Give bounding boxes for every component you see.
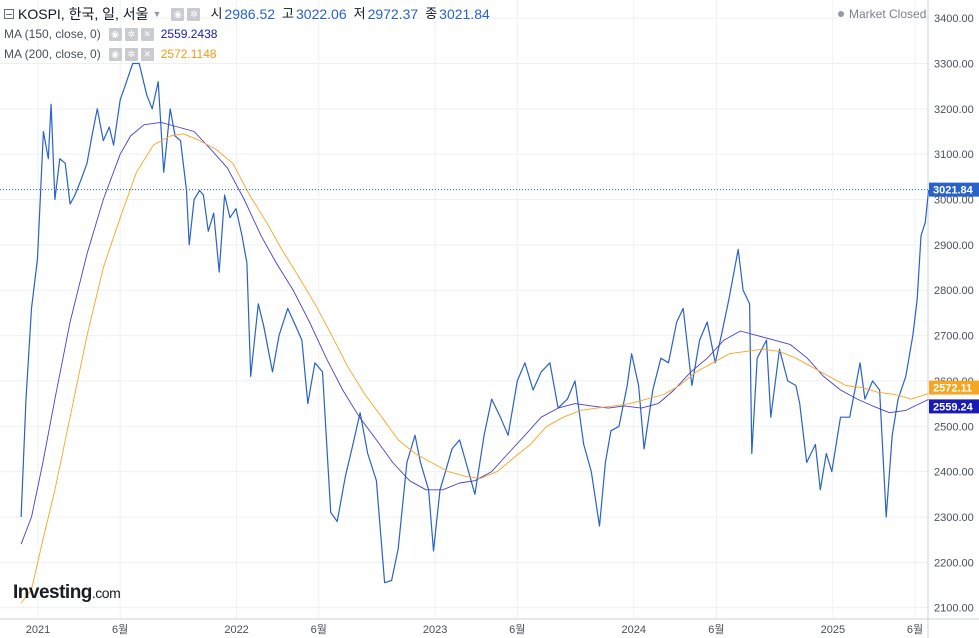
close-label: 종 — [425, 6, 438, 21]
price-label-text: 2559.24 — [933, 401, 974, 413]
logo-suffix: .com — [91, 585, 121, 601]
market-status-text: Market Closed — [849, 7, 927, 21]
open-value: 2986.52 — [224, 6, 276, 22]
y-tick-label: 2900.00 — [934, 240, 974, 252]
series-line-kospi — [20, 62, 930, 584]
low-label: 저 — [353, 6, 366, 21]
price-label-text: 3021.84 — [933, 185, 974, 197]
ma200-label[interactable]: MA (200, close, 0) — [4, 47, 101, 61]
legend-ma200-row: MA (200, close, 0) ◉ ✲ ✕ 2572.1148 — [4, 44, 490, 64]
status-dot-icon — [838, 11, 844, 17]
legend-main-row: KOSPI, 한국, 일, 서울 ▼ ◉ ✲ 시 2986.52 고 3022.… — [4, 4, 490, 24]
gear-icon[interactable]: ✲ — [187, 7, 201, 21]
y-tick-label: 3100.00 — [934, 149, 974, 161]
price-label-box — [929, 399, 979, 414]
eye-icon[interactable]: ◉ — [108, 47, 122, 61]
chart-legend: KOSPI, 한국, 일, 서울 ▼ ◉ ✲ 시 2986.52 고 3022.… — [4, 4, 490, 64]
legend-ma150-row: MA (150, close, 0) ◉ ✲ ✕ 2559.2438 — [4, 24, 490, 44]
y-tick-label: 3300.00 — [934, 58, 974, 70]
y-tick-label: 2300.00 — [934, 512, 974, 524]
gear-icon[interactable]: ✲ — [124, 27, 138, 41]
x-tick-label: 2024 — [621, 624, 645, 636]
price-label-box — [929, 182, 979, 197]
high-label: 고 — [282, 6, 294, 21]
investing-logo: Investing.com — [13, 582, 121, 604]
x-tick-label: 6월 — [509, 623, 525, 636]
y-tick-label: 2400.00 — [934, 467, 974, 479]
close-icon[interactable]: ✕ — [140, 27, 154, 41]
eye-icon[interactable]: ◉ — [108, 27, 122, 41]
y-tick-label: 2700.00 — [934, 331, 974, 343]
y-tick-label: 3400.00 — [934, 13, 974, 25]
close-value: 3021.84 — [439, 6, 490, 22]
collapse-icon[interactable] — [4, 9, 14, 19]
logo-brand: Investing — [13, 582, 92, 603]
x-tick-label: 6월 — [907, 623, 923, 636]
symbol-title[interactable]: KOSPI, 한국, 일, 서울 — [18, 6, 149, 22]
gear-icon[interactable]: ✲ — [124, 47, 138, 61]
ma200-value: 2572.1148 — [160, 47, 217, 61]
ma150-value: 2559.2438 — [160, 27, 218, 41]
eye-icon[interactable]: ◉ — [171, 7, 185, 21]
price-label-text: 2572.11 — [933, 383, 972, 395]
y-tick-label: 2200.00 — [934, 557, 974, 569]
high-value: 3022.06 — [296, 6, 347, 22]
y-tick-label: 2800.00 — [934, 285, 974, 297]
x-tick-label: 2022 — [224, 624, 248, 636]
y-tick-label: 3200.00 — [934, 104, 974, 116]
series-line-ma150 — [20, 121, 929, 545]
close-icon[interactable]: ✕ — [140, 47, 154, 61]
x-tick-label: 2023 — [423, 624, 447, 636]
chevron-down-icon[interactable]: ▼ — [152, 9, 162, 19]
x-tick-label: 2021 — [26, 624, 50, 636]
y-tick-label: 3000.00 — [934, 195, 974, 207]
x-tick-label: 6월 — [311, 623, 327, 636]
open-label: 시 — [210, 6, 223, 21]
x-tick-label: 6월 — [708, 623, 724, 636]
price-label-box — [929, 380, 979, 395]
x-tick-label: 6월 — [112, 623, 128, 636]
series-line-ma200 — [20, 133, 929, 604]
market-status: Market Closed — [838, 7, 926, 21]
y-tick-label: 2500.00 — [934, 421, 974, 433]
x-tick-label: 2025 — [821, 624, 845, 636]
ma150-label[interactable]: MA (150, close, 0) — [4, 27, 101, 41]
low-value: 2972.37 — [367, 6, 419, 22]
y-tick-label: 2100.00 — [934, 603, 974, 615]
